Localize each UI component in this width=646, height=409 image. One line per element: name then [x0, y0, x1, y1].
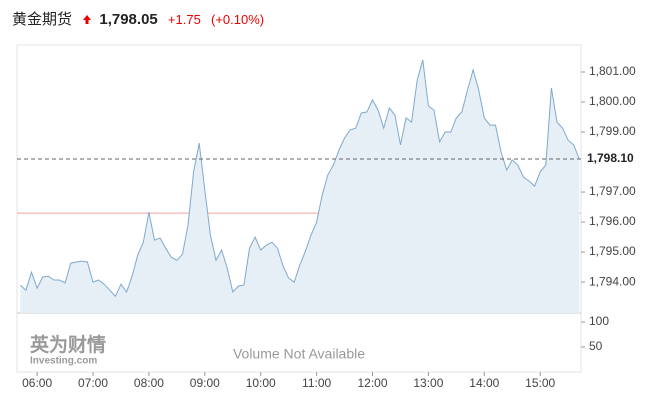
- x-tick-label: 11:00: [302, 376, 331, 390]
- plot-frame: [16, 44, 582, 373]
- x-tick-label: 15:00: [525, 376, 555, 390]
- y-tick-label: 1,797.00: [589, 184, 636, 198]
- x-tick-label: 07:00: [78, 376, 108, 390]
- instrument-name: 黄金期货: [12, 11, 73, 28]
- y-tick-label: 1,795.00: [589, 244, 636, 258]
- last-price-label: 1,798.10: [587, 151, 634, 165]
- up-arrow: [83, 15, 92, 24]
- change: +1.75: [167, 12, 201, 27]
- area-fill: [20, 60, 580, 313]
- y-tick-label: 1,796.00: [589, 214, 636, 228]
- header: 黄金期货 1,798.05 +1.75 (+0.10%): [12, 8, 270, 29]
- y-tick-label: 1,801.00: [589, 64, 636, 78]
- x-tick-label: 10:00: [246, 376, 276, 390]
- y-tick-label: 1,794.00: [589, 274, 636, 288]
- x-tick-label: 13:00: [413, 376, 443, 390]
- x-tick-label: 09:00: [190, 376, 220, 390]
- y-tick-label: 1,800.00: [589, 94, 636, 108]
- price: 1,798.05: [99, 11, 158, 28]
- watermark-cn: 英为财情: [30, 333, 106, 356]
- y-tick-label: 1,799.00: [589, 124, 636, 138]
- x-tick-label: 12:00: [357, 376, 387, 390]
- change-percent: (+0.10%): [211, 12, 265, 27]
- x-tick-label: 08:00: [134, 376, 164, 390]
- volume-note: Volume Not Available: [233, 346, 365, 362]
- volume-tick-label: 50: [589, 339, 603, 353]
- x-tick-label: 06:00: [22, 376, 52, 390]
- watermark-en: Investing.com: [30, 356, 97, 367]
- price-line: [20, 59, 580, 298]
- volume-tick-label: 100: [589, 314, 609, 328]
- x-tick-label: 14:00: [469, 376, 499, 390]
